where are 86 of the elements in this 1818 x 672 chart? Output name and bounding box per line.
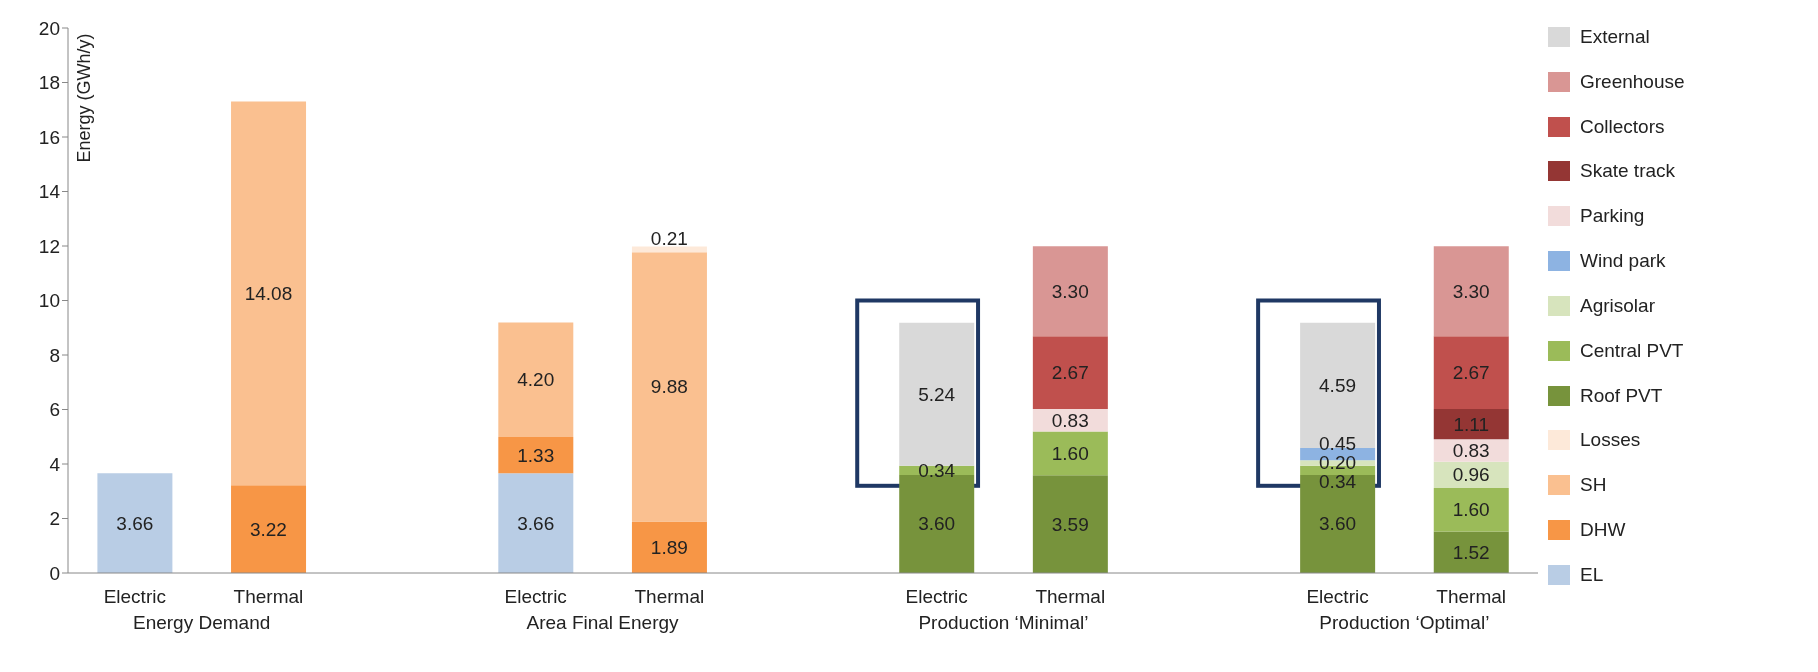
bar [1032, 431, 1108, 476]
data-label: 2.67 [1452, 362, 1490, 384]
y-tick-label: 16 [38, 126, 60, 148]
y-tick-label: 0 [49, 562, 60, 584]
bar [631, 521, 707, 573]
legend-label: EL [1580, 563, 1604, 586]
legend-label: External [1580, 26, 1650, 48]
y-tick-label: 12 [38, 235, 60, 257]
x-tick-label: Thermal [634, 586, 705, 607]
y-tick-label: 14 [38, 181, 61, 203]
legend-label: Skate track [1580, 160, 1676, 183]
bar [1433, 408, 1509, 440]
legend-label: Wind park [1580, 250, 1666, 273]
bar [1032, 475, 1108, 573]
data-label: 3.30 [1051, 280, 1089, 302]
y-tick-label: 10 [38, 290, 60, 312]
x-tick-label: Electric [103, 586, 166, 607]
bar [231, 101, 307, 486]
bar [498, 322, 574, 438]
data-label: 3.30 [1452, 280, 1490, 302]
data-label: 3.59 [1051, 513, 1089, 535]
y-axis-title: Energy (GWh/y) [74, 33, 94, 163]
data-label: 0.45 [1319, 432, 1357, 454]
legend-label: Losses [1580, 429, 1641, 452]
bar [899, 322, 975, 466]
data-label: 14.08 [244, 282, 293, 304]
legend-label: DHW [1580, 519, 1626, 542]
data-label: 0.96 [1452, 464, 1490, 486]
bar [1032, 336, 1108, 409]
data-label: 0.34 [1319, 470, 1357, 492]
bar [1433, 246, 1509, 337]
legend-label: Parking [1580, 205, 1645, 228]
bar [1433, 531, 1509, 573]
data-label: 0.20 [1319, 451, 1357, 473]
y-tick-label: 8 [49, 344, 60, 366]
x-tick-label: Thermal [233, 586, 304, 607]
data-label: 1.60 [1452, 499, 1490, 521]
legend-label: Central PVT [1580, 339, 1684, 362]
data-label: 3.66 [517, 512, 555, 534]
text: Area Final Energy [526, 612, 680, 633]
data-label: 3.60 [918, 513, 956, 535]
legend-label: SH [1580, 474, 1607, 497]
data-label: 1.60 [1051, 442, 1089, 464]
data-label: 5.24 [918, 383, 956, 405]
y-tick-label: 4 [49, 453, 61, 475]
bar [498, 473, 574, 573]
data-label: 3.22 [249, 518, 287, 540]
data-label: 0.83 [1051, 409, 1089, 431]
data-label: 4.20 [517, 369, 555, 391]
y-tick-label: 18 [38, 72, 60, 94]
y-tick-label: 6 [49, 399, 60, 421]
bar [1032, 246, 1108, 337]
y-tick-label: 20 [38, 17, 60, 39]
x-tick-label: Thermal [1035, 586, 1106, 607]
bar [1433, 336, 1509, 409]
bar [498, 437, 574, 474]
bar [231, 485, 307, 573]
data-label: 0.83 [1452, 440, 1490, 462]
bar [1433, 487, 1509, 532]
legend-label: Agrisolar [1580, 294, 1655, 317]
data-label: 1.52 [1452, 541, 1490, 563]
x-tick-label: Electric [504, 586, 567, 607]
x-tick-label: Thermal [1436, 586, 1507, 607]
data-label: 9.88 [650, 376, 688, 398]
data-label: 0.21 [650, 227, 688, 249]
data-label: 3.66 [116, 512, 154, 534]
text: Production ‘Minimal’ [918, 612, 1089, 633]
legend-label: Collectors [1580, 115, 1665, 138]
data-label: 4.59 [1319, 374, 1357, 396]
text: Energy Demand [132, 612, 271, 633]
x-tick-label: Electric [905, 586, 968, 607]
data-label: 1.11 [1453, 413, 1489, 435]
data-label: 3.60 [1319, 513, 1357, 535]
bar [1300, 474, 1376, 573]
x-tick-label: Electric [1306, 586, 1369, 607]
bar [631, 252, 707, 522]
data-label: 2.67 [1051, 362, 1089, 384]
data-label: 0.34 [918, 459, 956, 481]
data-label: 1.33 [517, 444, 555, 466]
legend-label: Greenhouse [1580, 70, 1685, 93]
bar [97, 473, 173, 573]
bar [1300, 322, 1376, 448]
data-label: 1.89 [650, 536, 688, 558]
y-tick-label: 2 [49, 508, 60, 530]
legend-label: Roof PVT [1580, 384, 1663, 407]
text: Production ‘Optimal’ [1319, 612, 1490, 633]
